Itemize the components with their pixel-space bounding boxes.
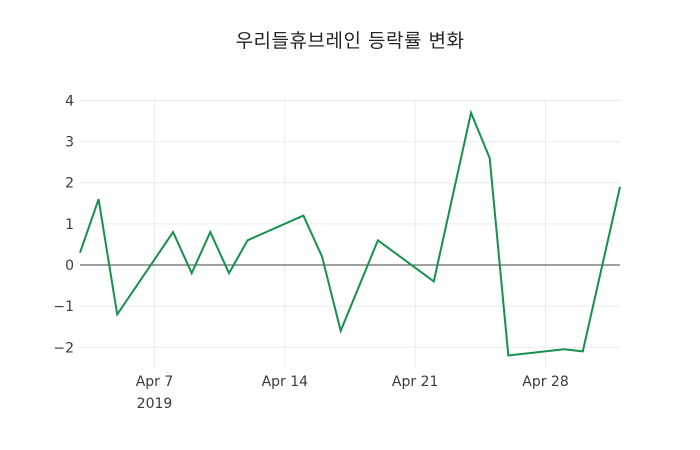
y-tick-label: −1	[53, 299, 74, 315]
y-tick-label: 0	[65, 258, 74, 274]
y-tick-label: 2	[65, 176, 74, 192]
y-tick-label: 4	[65, 93, 74, 109]
y-tick-label: 1	[65, 217, 74, 233]
y-tick-label: −2	[53, 340, 74, 356]
x-tick-label: Apr 7	[136, 374, 174, 390]
x-tick-label: Apr 21	[392, 374, 438, 390]
x-tick-label: Apr 28	[522, 374, 568, 390]
chart-title: 우리들휴브레인 등락률 변화	[235, 30, 465, 52]
series-line	[79, 109, 621, 357]
x-tick-label: Apr 14	[262, 374, 309, 390]
x-tick-sublabel: 2019	[137, 396, 173, 412]
y-tick-label: 3	[65, 135, 74, 151]
